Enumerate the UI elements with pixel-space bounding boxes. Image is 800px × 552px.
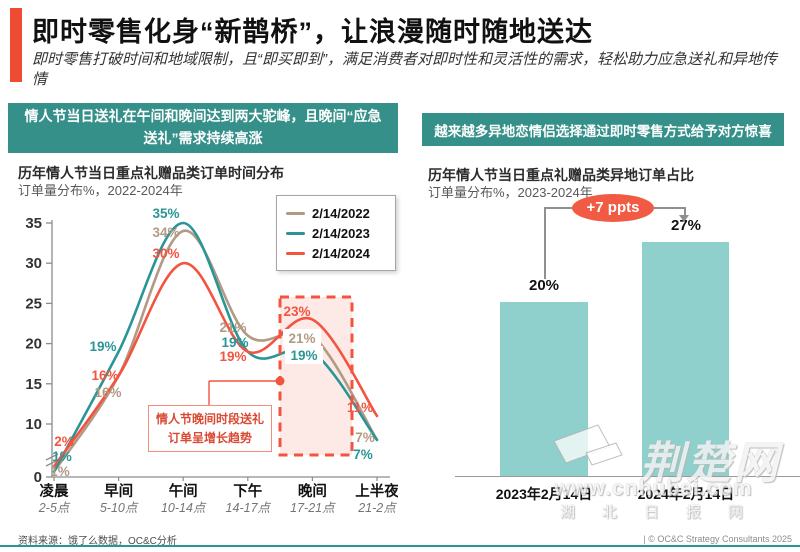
legend-label-2023: 2/14/2023 bbox=[312, 225, 370, 241]
point-value-label: 2% bbox=[54, 434, 74, 449]
legend-item: 2/14/2022 bbox=[286, 203, 386, 223]
point-value-label: 19% bbox=[221, 335, 248, 350]
x-time-label: 14-17点 bbox=[226, 501, 272, 515]
page-title: 即时零售化身“新鹊桥”，让浪漫随时随地送达 bbox=[32, 17, 593, 47]
series-line-2/14/2024 bbox=[52, 261, 379, 468]
point-value-label: 11% bbox=[347, 400, 373, 415]
right-chart-title: 历年情人节当日重点礼赠品类异地订单占比 bbox=[428, 167, 694, 183]
point-value-label: 19% bbox=[219, 349, 246, 364]
left-panel: 情人节当日送礼在午间和晚间达到两大驼峰，且晚间“应急送礼”需求持续高涨 历年情人… bbox=[8, 103, 398, 528]
x-time-label: 5-10点 bbox=[100, 501, 139, 515]
point-label-chip bbox=[285, 346, 323, 364]
legend-label-2022: 2/14/2022 bbox=[312, 205, 370, 221]
x-time-label: 10-14点 bbox=[161, 501, 207, 515]
point-value-label: 1% bbox=[52, 449, 72, 464]
legend-item: 2/14/2024 bbox=[286, 243, 386, 263]
point-value-label: 16% bbox=[91, 368, 118, 383]
delta-badge: +7 ppts bbox=[572, 194, 654, 222]
x-category-label: 早间 bbox=[104, 482, 133, 500]
annotation-line-2: 订单呈增长趋势 bbox=[167, 430, 252, 445]
x-category-label: 午间 bbox=[169, 482, 198, 500]
annotation-box: 情人节晚间时段送礼 订单呈增长趋势 bbox=[148, 405, 272, 453]
x-time-label: 17-21点 bbox=[290, 501, 336, 515]
axis-break-mark bbox=[45, 453, 59, 461]
point-value-label: 21% bbox=[219, 320, 246, 335]
left-banner: 情人节当日送礼在午间和晚间达到两大驼峰，且晚间“应急送礼”需求持续高涨 bbox=[8, 103, 398, 153]
y-tick-label: 10 bbox=[25, 416, 42, 433]
x-category-label: 上半夜 bbox=[355, 482, 398, 500]
point-label-chip bbox=[283, 329, 321, 347]
point-value-label: 7% bbox=[353, 447, 373, 462]
right-banner: 越来越多异地恋情侣选择通过即时零售方式给予对方惊喜 bbox=[422, 113, 784, 146]
y-tick-label: 0 bbox=[34, 469, 42, 486]
point-value-label: 19% bbox=[290, 348, 317, 363]
bar-value-label-2023: 20% bbox=[528, 277, 560, 295]
source-note: 资料来源：饿了么数据，OC&C分析 bbox=[18, 536, 177, 547]
arrow-down-icon bbox=[679, 215, 689, 222]
left-chart-subtitle: 订单量分布%，2022-2024年 bbox=[18, 183, 183, 198]
legend-item: 2/14/2023 bbox=[286, 223, 386, 243]
x-time-label: 21-2点 bbox=[357, 501, 397, 515]
left-chart-title: 历年情人节当日重点礼赠品类订单时间分布 bbox=[18, 165, 284, 181]
annotation-line-1: 情人节晚间时段送礼 bbox=[155, 412, 264, 426]
title-accent-bar bbox=[10, 8, 22, 82]
copyright: | © OC&C Strategy Consultants 2025 bbox=[643, 534, 792, 544]
x-time-label: 2-5点 bbox=[38, 501, 71, 515]
highlight-region-border bbox=[278, 295, 354, 457]
line-chart: 0 10 15 20 25 30 35 凌晨 2-5点 早间 5-10点 午间 10-14点 下午 14-1… bbox=[8, 190, 398, 528]
y-tick-label: 35 bbox=[25, 215, 42, 232]
legend: 2/14/2022 2/14/2023 2/14/2024 bbox=[276, 195, 396, 271]
x-category-label: 晚间 bbox=[298, 482, 327, 500]
y-tick-label: 20 bbox=[25, 336, 42, 353]
point-value-label: 30% bbox=[152, 246, 179, 261]
right-chart-subtitle: 订单量分布%，2023-2024年 bbox=[428, 185, 593, 200]
bar-2024 bbox=[642, 241, 729, 476]
bar-category-label-2023: 2023年2月14日 bbox=[495, 486, 593, 502]
legend-swatch-2022 bbox=[286, 211, 305, 215]
y-tick-label: 30 bbox=[25, 255, 42, 272]
bottom-border bbox=[0, 545, 800, 547]
legend-label-2024: 2/14/2024 bbox=[312, 245, 370, 261]
point-value-label: 35% bbox=[152, 206, 179, 221]
point-value-label: 23% bbox=[283, 304, 310, 319]
point-value-label: 21% bbox=[288, 331, 315, 346]
x-category-label: 凌晨 bbox=[40, 482, 69, 500]
right-panel: 越来越多异地恋情侣选择通过即时零售方式给予对方惊喜 历年情人节当日重点礼赠品类异… bbox=[410, 103, 800, 528]
legend-swatch-2024 bbox=[286, 251, 305, 255]
y-tick-label: 25 bbox=[25, 295, 42, 312]
point-value-label: 7% bbox=[355, 430, 375, 445]
page-subtitle: 即时零售打破时间和地域限制，且“即买即到”，满足消费者对即时性和灵活性的需求，轻… bbox=[32, 51, 777, 88]
point-value-label: 16% bbox=[94, 385, 121, 400]
x-axis-line bbox=[455, 476, 800, 477]
x-category-label: 下午 bbox=[233, 482, 262, 500]
bar-value-label-2024: 27% bbox=[670, 216, 702, 234]
delta-connector-right bbox=[684, 207, 686, 216]
bar-2023 bbox=[500, 302, 588, 476]
point-value-label: 19% bbox=[89, 339, 116, 354]
point-value-label: 34% bbox=[152, 225, 179, 240]
axis-break-mark bbox=[45, 459, 59, 467]
point-value-label: 1% bbox=[50, 464, 70, 479]
legend-swatch-2023 bbox=[286, 231, 305, 235]
y-tick-label: 15 bbox=[25, 376, 42, 393]
bar-category-label-2024: 2024年2月14日 bbox=[637, 486, 735, 502]
delta-connector-left bbox=[544, 207, 546, 279]
